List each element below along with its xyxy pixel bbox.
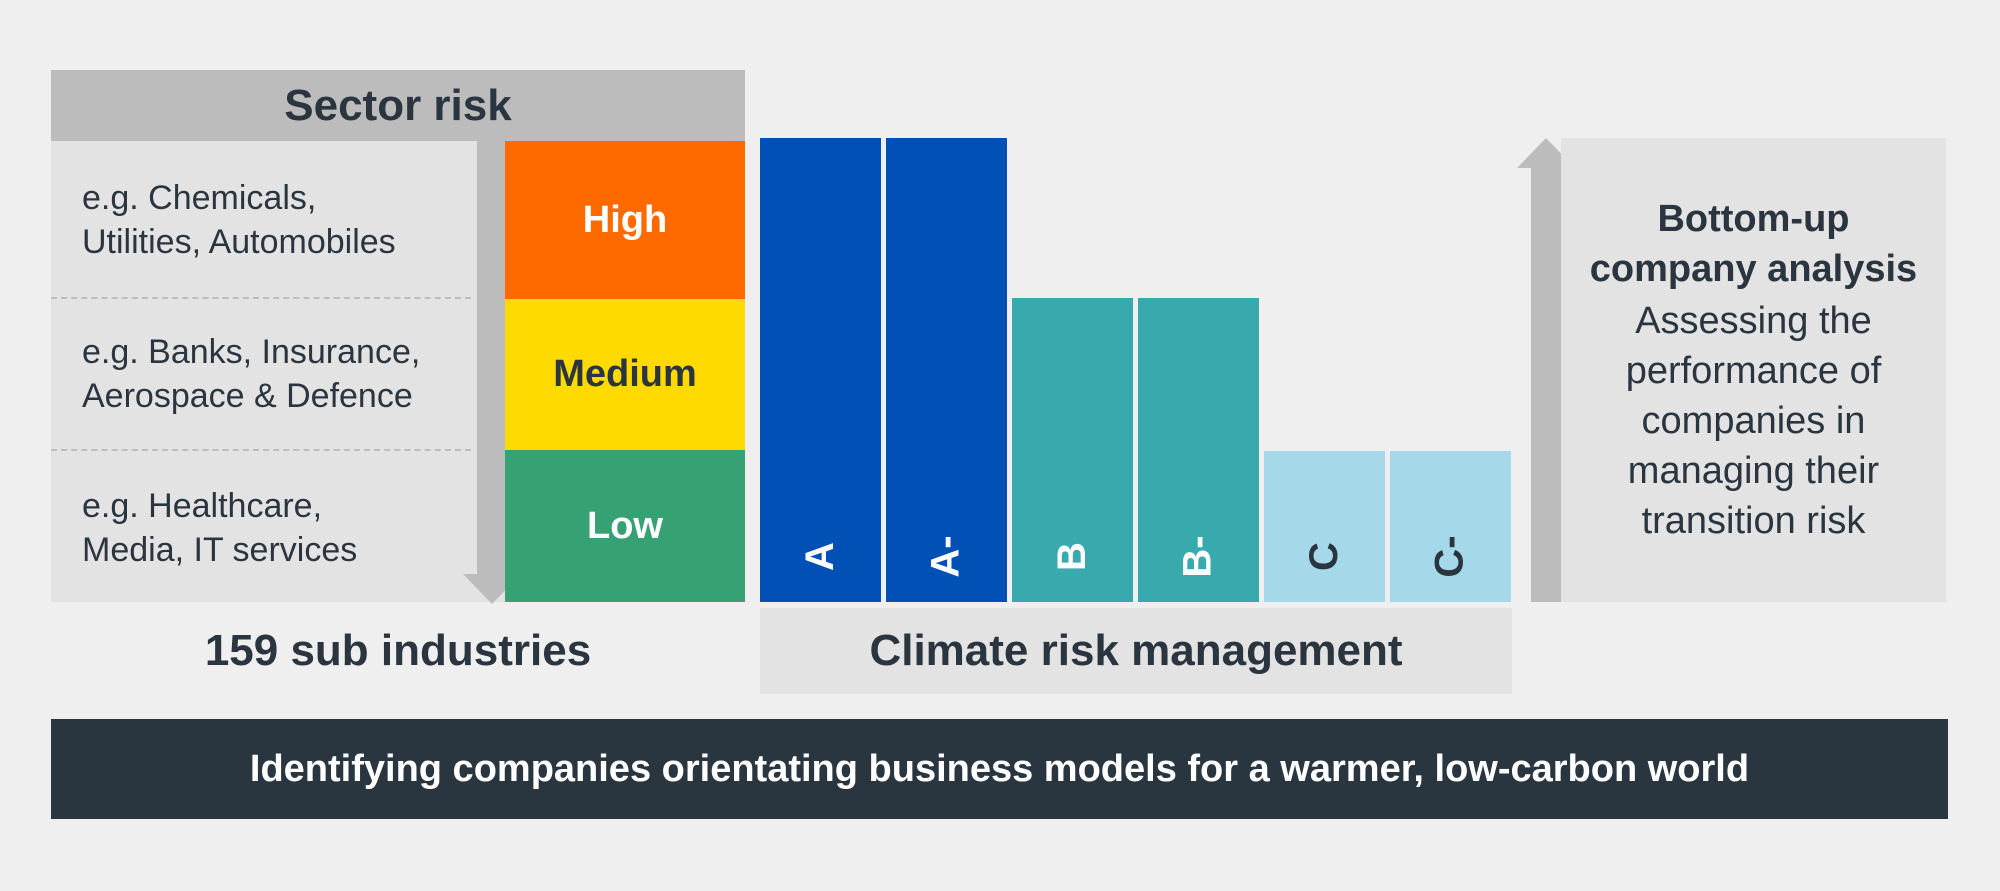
example-line: e.g. Banks, Insurance, — [82, 333, 421, 371]
example-line: Aerospace & Defence — [82, 377, 413, 415]
sector-risk-header: Sector risk — [51, 70, 745, 141]
description-line: transition risk — [1641, 500, 1866, 542]
example-low-risk-sectors: e.g. Healthcare, Media, IT services — [82, 484, 462, 572]
grade-bar-a-minus: A- — [886, 138, 1007, 602]
example-high-risk-sectors: e.g. Chemicals, Utilities, Automobiles — [82, 176, 462, 264]
title-line: Bottom-up — [1657, 198, 1850, 240]
risk-level-label: High — [582, 198, 668, 241]
grade-label: A- — [924, 534, 968, 578]
example-medium-risk-sectors: e.g. Banks, Insurance, Aerospace & Defen… — [82, 330, 462, 418]
bottom-up-title: Bottom-up company analysis — [1590, 194, 1917, 294]
description-line: Assessing the — [1635, 300, 1872, 342]
title-line: company analysis — [1589, 248, 1918, 290]
bottom-up-analysis-panel: Bottom-up company analysis Assessing the… — [1561, 138, 1946, 602]
climate-risk-management-label: Climate risk management — [760, 608, 1512, 694]
grade-bar-c-minus: C- — [1390, 451, 1511, 602]
up-arrow-shaft — [1531, 166, 1561, 602]
description-line: performance of — [1625, 350, 1882, 392]
grade-label: B — [1049, 541, 1094, 571]
grade-label: B- — [1176, 534, 1220, 578]
risk-level-label: Low — [587, 504, 663, 547]
footer-banner: Identifying companies orientating busine… — [51, 719, 1948, 819]
down-arrow-shaft — [477, 141, 507, 577]
grade-bar-c: C — [1264, 451, 1385, 602]
risk-level-high: High — [505, 141, 745, 299]
example-line: e.g. Healthcare, — [82, 487, 323, 525]
description-line: managing their — [1627, 450, 1880, 492]
example-line: e.g. Chemicals, — [82, 179, 317, 217]
grade-bar-a: A — [760, 138, 881, 602]
divider — [51, 297, 471, 299]
grade-bar-b: B — [1012, 298, 1133, 602]
risk-level-low: Low — [505, 450, 745, 602]
grade-bar-b-minus: B- — [1138, 298, 1259, 602]
up-arrow-icon — [1517, 138, 1575, 168]
description-line: companies in — [1641, 400, 1866, 442]
example-line: Utilities, Automobiles — [82, 223, 396, 261]
risk-level-label: Medium — [553, 353, 697, 395]
example-line: Media, IT services — [82, 531, 358, 569]
sub-industries-count: 159 sub industries — [204, 626, 592, 675]
grade-label: C — [1301, 541, 1346, 571]
divider — [51, 449, 471, 451]
bottom-up-description: Assessing the performance of companies i… — [1626, 296, 1882, 546]
grade-label: A — [797, 541, 842, 571]
risk-level-medium: Medium — [505, 299, 745, 450]
grade-label: C- — [1428, 534, 1472, 578]
